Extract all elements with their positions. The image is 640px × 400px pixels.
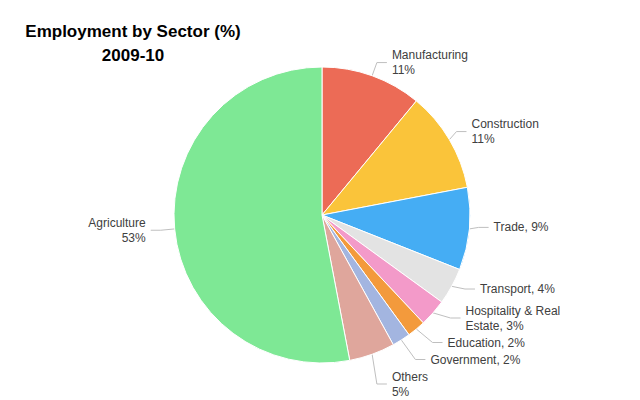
svg-text:Trade, 9%: Trade, 9% bbox=[494, 220, 549, 234]
svg-text:Transport, 4%: Transport, 4% bbox=[480, 282, 555, 296]
svg-text:Hospitality & Real: Hospitality & Real bbox=[466, 304, 561, 318]
svg-text:Others: Others bbox=[392, 370, 428, 384]
svg-text:Agriculture: Agriculture bbox=[88, 216, 146, 230]
svg-text:2009-10: 2009-10 bbox=[102, 46, 164, 65]
svg-text:Estate, 3%: Estate, 3% bbox=[466, 319, 524, 333]
svg-text:11%: 11% bbox=[471, 132, 494, 146]
svg-text:11%: 11% bbox=[392, 63, 415, 77]
svg-text:53%: 53% bbox=[122, 231, 146, 245]
svg-text:Construction: Construction bbox=[471, 117, 538, 131]
svg-text:Government, 2%: Government, 2% bbox=[430, 353, 520, 367]
svg-text:5%: 5% bbox=[392, 385, 410, 399]
svg-text:Education, 2%: Education, 2% bbox=[448, 336, 526, 350]
svg-text:Manufacturing: Manufacturing bbox=[392, 48, 468, 62]
svg-text:Employment by Sector (%): Employment by Sector (%) bbox=[25, 22, 240, 41]
